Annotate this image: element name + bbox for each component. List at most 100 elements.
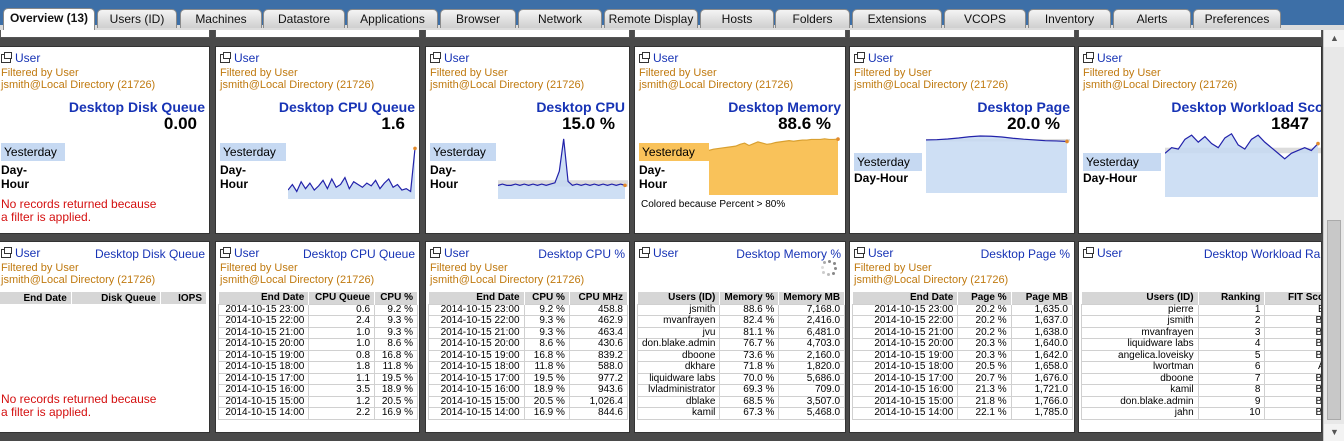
- popout-icon[interactable]: [1, 247, 12, 258]
- table-row[interactable]: kamil 67.3 % 5,468.0: [636, 407, 845, 420]
- column-header[interactable]: End Date: [428, 292, 525, 304]
- tab-inventory[interactable]: Inventory: [1028, 9, 1111, 28]
- table-row[interactable]: 2014-10-15 18:00 20.5 % 1,658.0: [851, 361, 1074, 374]
- table-row[interactable]: 2014-10-15 16:00 3.5 18.9 %: [217, 384, 418, 397]
- table-row[interactable]: jsmith 88.6 % 7,168.0: [636, 303, 845, 316]
- popout-icon[interactable]: [1, 52, 12, 63]
- column-header[interactable]: Memory %: [719, 292, 780, 304]
- column-header[interactable]: CPU %: [374, 292, 418, 304]
- table-title[interactable]: Desktop Memory %: [736, 247, 841, 261]
- table-row[interactable]: pierre1B-: [1081, 303, 1321, 316]
- metric-title[interactable]: Desktop Memory: [728, 99, 841, 115]
- panel-header[interactable]: User: [639, 51, 678, 65]
- table-row[interactable]: 2014-10-15 20:00 8.6 % 430.6: [428, 338, 629, 351]
- panel-header[interactable]: User: [220, 246, 259, 260]
- panel-header[interactable]: User: [1, 246, 40, 260]
- user-link[interactable]: User: [653, 246, 679, 260]
- tab-hosts[interactable]: Hosts: [700, 9, 774, 28]
- column-header[interactable]: FIT Scor: [1264, 292, 1321, 304]
- user-link[interactable]: User: [234, 246, 260, 260]
- table-row[interactable]: mvanfrayen 82.4 % 2,416.0: [636, 315, 845, 328]
- table-row[interactable]: 2014-10-15 16:00 21.3 % 1,721.0: [851, 384, 1074, 397]
- column-header[interactable]: Disk Queue: [71, 292, 162, 304]
- vertical-scrollbar[interactable]: ▲ ▼: [1323, 30, 1344, 441]
- popout-icon[interactable]: [430, 247, 441, 258]
- table-row[interactable]: 2014-10-15 20:00 20.3 % 1,640.0: [851, 338, 1074, 351]
- table-row[interactable]: 2014-10-15 19:00 0.8 16.8 %: [217, 349, 418, 362]
- metric-title[interactable]: Desktop CPU: [536, 99, 625, 115]
- table-title[interactable]: Desktop CPU Queue: [302, 247, 415, 261]
- table-row[interactable]: dkhare 71.8 % 1,820.0: [636, 361, 845, 374]
- table-row[interactable]: 2014-10-15 17:00 1.1 19.5 %: [217, 372, 418, 385]
- column-header[interactable]: Memory MB: [778, 292, 845, 304]
- table-row[interactable]: liquidware labs 70.0 % 5,686.0: [636, 372, 845, 385]
- table-row[interactable]: 2014-10-15 23:00 0.6 9.2 %: [217, 303, 418, 316]
- scroll-down-icon[interactable]: ▼: [1324, 424, 1344, 441]
- panel-header[interactable]: User: [1083, 51, 1122, 65]
- column-header[interactable]: End Date: [218, 292, 310, 304]
- column-header[interactable]: Ranking: [1198, 292, 1266, 304]
- table-row[interactable]: 2014-10-15 15:00 21.8 % 1,766.0: [851, 395, 1074, 408]
- popout-icon[interactable]: [1083, 52, 1094, 63]
- table-row[interactable]: 2014-10-15 19:00 16.8 % 839.2: [428, 349, 629, 362]
- popout-icon[interactable]: [430, 52, 441, 63]
- user-link[interactable]: User: [15, 51, 41, 65]
- tab-extensions[interactable]: Extensions: [852, 9, 942, 28]
- table-row[interactable]: 2014-10-15 17:00 20.7 % 1,676.0: [851, 372, 1074, 385]
- column-header[interactable]: Users (ID): [637, 292, 721, 304]
- panel-header[interactable]: User: [430, 246, 469, 260]
- tab-applications[interactable]: Applications: [347, 9, 438, 28]
- table-row[interactable]: lvladministrator 69.3 % 709.0: [636, 384, 845, 397]
- column-header[interactable]: CPU MHz: [569, 292, 629, 304]
- table-row[interactable]: 2014-10-15 15:00 1.2 20.5 %: [217, 395, 418, 408]
- popout-icon[interactable]: [639, 247, 650, 258]
- tab-machines[interactable]: Machines: [180, 9, 262, 28]
- table-row[interactable]: 2014-10-15 22:00 2.4 9.3 %: [217, 315, 418, 328]
- column-header[interactable]: CPU %: [524, 292, 570, 304]
- panel-header[interactable]: User: [1, 51, 40, 65]
- table-row[interactable]: 2014-10-15 20:00 1.0 8.6 %: [217, 338, 418, 351]
- table-row[interactable]: 2014-10-15 21:00 20.2 % 1,638.0: [851, 326, 1074, 339]
- table-title[interactable]: Desktop Workload Ran: [1203, 247, 1322, 261]
- user-link[interactable]: User: [653, 51, 679, 65]
- user-link[interactable]: User: [444, 51, 470, 65]
- user-link[interactable]: User: [234, 51, 260, 65]
- user-link[interactable]: User: [1097, 51, 1123, 65]
- tab-folders[interactable]: Folders: [775, 9, 850, 28]
- tab-preferences[interactable]: Preferences: [1193, 9, 1281, 28]
- table-row[interactable]: dboone 73.6 % 2,160.0: [636, 349, 845, 362]
- user-link[interactable]: User: [15, 246, 41, 260]
- metric-title[interactable]: Desktop Page: [977, 99, 1070, 115]
- scroll-thumb[interactable]: [1327, 220, 1341, 420]
- tab-browser[interactable]: Browser: [440, 9, 516, 28]
- tab-overview-13[interactable]: Overview (13): [3, 8, 95, 30]
- user-link[interactable]: User: [1097, 246, 1123, 260]
- table-row[interactable]: lwortman6A-: [1081, 361, 1321, 374]
- panel-header[interactable]: User: [430, 51, 469, 65]
- table-row[interactable]: 2014-10-15 18:00 11.8 % 588.0: [428, 361, 629, 374]
- column-header[interactable]: End Date: [852, 292, 959, 304]
- panel-header[interactable]: User: [854, 246, 893, 260]
- panel-header[interactable]: User: [639, 246, 678, 260]
- table-row[interactable]: 2014-10-15 14:00 16.9 % 844.6: [428, 407, 629, 420]
- tab-network[interactable]: Network: [518, 9, 602, 28]
- user-link[interactable]: User: [444, 246, 470, 260]
- popout-icon[interactable]: [854, 247, 865, 258]
- table-title[interactable]: Desktop Page %: [980, 247, 1070, 261]
- table-row[interactable]: 2014-10-15 23:00 9.2 % 458.8: [428, 303, 629, 316]
- metric-title[interactable]: Desktop Disk Queue: [68, 99, 205, 115]
- tab-vcops[interactable]: VCOPS: [944, 9, 1026, 28]
- user-link[interactable]: User: [868, 51, 894, 65]
- column-header[interactable]: Page %: [957, 292, 1012, 304]
- table-row[interactable]: dblake 68.5 % 3,507.0: [636, 395, 845, 408]
- popout-icon[interactable]: [639, 52, 650, 63]
- table-row[interactable]: 2014-10-15 15:00 20.5 % 1,026.4: [428, 395, 629, 408]
- table-row[interactable]: 2014-10-15 22:00 9.3 % 462.9: [428, 315, 629, 328]
- tab-users-id[interactable]: Users (ID): [97, 9, 177, 28]
